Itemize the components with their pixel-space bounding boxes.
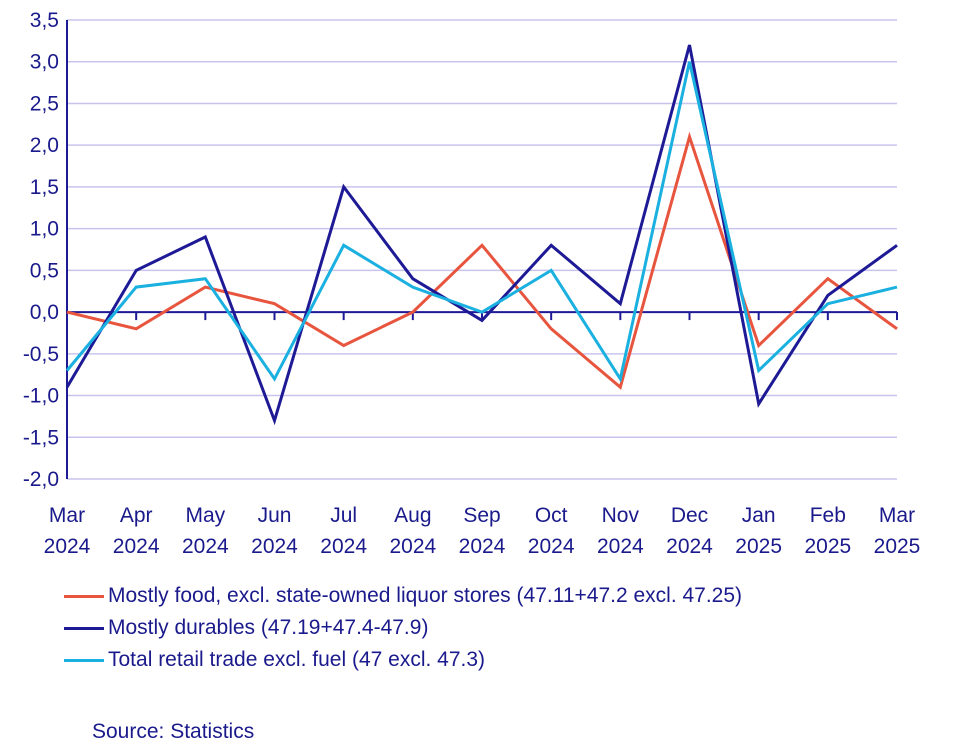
y-tick-label: -1,5 [23, 426, 59, 449]
x-tick-label-month: Dec [671, 504, 708, 527]
y-tick-label: -0,5 [23, 343, 59, 366]
y-tick-label: 3,0 [30, 51, 59, 74]
legend-item-food: Mostly food, excl. state-owned liquor st… [64, 580, 742, 612]
x-tick-label-month: Feb [810, 504, 846, 527]
y-tick-label: 0,5 [30, 259, 59, 282]
x-tick-label-month: Mar [49, 504, 85, 527]
x-tick-label-year: 2024 [459, 535, 506, 558]
y-tick-label: 0,0 [30, 301, 59, 324]
x-tick-label-month: Jan [742, 504, 776, 527]
line-chart: 3,5 3,0 2,5 2,0 1,5 1,0 0,5 0,0 -0,5 -1,0 -1,5 -2,0… [23, 9, 921, 558]
legend-item-durables: Mostly durables (47.19+47.4-47.9) [64, 612, 742, 644]
source-note: Source: Statistics [92, 720, 255, 743]
series-line-0 [66, 131, 898, 390]
x-tick-label-month: Nov [602, 504, 640, 527]
legend-swatch-total [64, 658, 104, 662]
x-tick-label-year: 2024 [251, 535, 298, 558]
series-line-2 [65, 61, 898, 383]
y-tick-label: 3,5 [30, 9, 59, 32]
x-tick-label-year: 2024 [528, 535, 575, 558]
x-tick-label-year: 2025 [874, 535, 921, 558]
y-tick-label: -1,0 [23, 385, 59, 408]
x-tick-label-month: Aug [394, 504, 431, 527]
x-tick-label-month: Jun [258, 504, 292, 527]
x-tick-label-year: 2024 [597, 535, 644, 558]
x-tick-label-year: 2024 [389, 535, 436, 558]
x-tick-label-month: Oct [535, 504, 568, 527]
y-tick-label: 1,5 [30, 176, 59, 199]
y-tick-label: 2,0 [30, 134, 59, 157]
legend: Mostly food, excl. state-owned liquor st… [64, 580, 742, 676]
legend-item-total: Total retail trade excl. fuel (47 excl. … [64, 644, 742, 676]
x-tick-label-year: 2024 [182, 535, 229, 558]
y-tick-label: -2,0 [23, 468, 59, 491]
x-tick-label-month: Mar [879, 504, 915, 527]
x-tick-label-month: Sep [463, 504, 500, 527]
legend-swatch-durables [64, 626, 104, 630]
y-tick-label: 1,0 [30, 218, 59, 241]
y-tick-label: 2,5 [30, 92, 59, 115]
legend-label-food: Mostly food, excl. state-owned liquor st… [108, 584, 743, 607]
legend-swatch-food [64, 594, 104, 598]
x-tick-label-year: 2024 [666, 535, 713, 558]
x-tick-label-year: 2025 [735, 535, 782, 558]
x-tick-label-year: 2024 [113, 535, 160, 558]
legend-label-total: Total retail trade excl. fuel (47 excl. … [108, 648, 486, 671]
x-tick-label-year: 2025 [804, 535, 851, 558]
x-tick-label-month: Apr [120, 504, 153, 527]
series-line-1 [65, 44, 898, 426]
x-tick-label-year: 2024 [44, 535, 91, 558]
x-tick-label-month: Jul [330, 504, 357, 527]
x-tick-label-month: May [185, 504, 225, 527]
legend-label-durables: Mostly durables (47.19+47.4-47.9) [108, 616, 429, 639]
x-tick-label-year: 2024 [320, 535, 367, 558]
